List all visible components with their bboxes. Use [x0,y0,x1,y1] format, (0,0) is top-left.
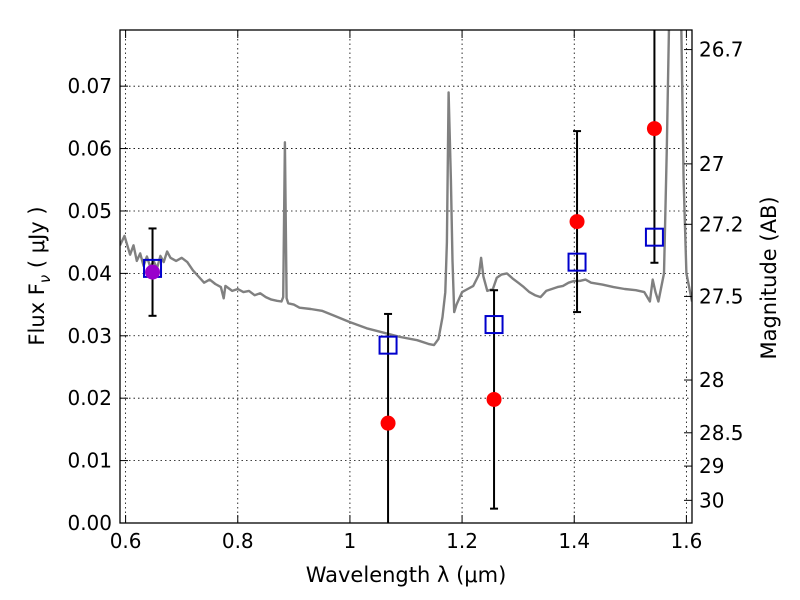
y-tick-label: 0.02 [67,386,112,410]
y-axis-label-main: Flux F [25,283,49,345]
x-ticks: 0.6 0.8 1 1.2 1.4 1.6 [110,30,702,553]
observed-point [145,264,161,280]
y-tick-label: 0.01 [67,449,112,473]
y-tick-label: 0.03 [67,324,112,348]
observed-point [486,391,502,407]
y-tick-label: 0.00 [67,511,112,535]
observed-points-layer [145,121,662,431]
x-tick-label: 0.8 [222,529,254,553]
y2-ticks: 26.7 27 27.2 27.5 28 28.5 29 30 [684,38,744,512]
y-tick-label: 0.05 [67,199,112,223]
x-tick-label: 0.6 [110,529,142,553]
y2-tick-label: 29 [699,454,724,478]
observed-point [569,214,585,230]
model-point-square [644,227,664,247]
y2-axis-label: Magnitude (AB) [757,196,781,359]
x-axis-label: Wavelength λ (μm) [306,563,507,587]
y-axis-label-subscript: ν [36,275,54,283]
y2-tick-label: 27 [699,152,724,176]
observed-point [380,415,396,431]
y-tick-label: 0.07 [67,74,112,98]
template-spectrum-line [120,30,692,347]
y-axis-label-unit: ( μJy ) [25,206,49,274]
model-point-square [378,335,398,355]
x-tick-label: 1.6 [670,529,702,553]
model-point-square [567,252,587,272]
x-tick-label: 1.4 [558,529,590,553]
y2-tick-label: 28 [699,368,724,392]
y-tick-label: 0.04 [67,261,112,285]
y-axis-label: Flux Fν ( μJy ) [25,206,54,345]
y2-tick-label: 27.2 [699,212,744,236]
grid-lines [120,30,692,524]
x-tick-label: 1 [344,529,357,553]
plot-frame [119,29,693,524]
model-point-square [484,315,504,335]
observed-point [646,121,662,137]
y-ticks: 0.00 0.01 0.02 0.03 0.04 0.05 0.06 0.07 [67,74,128,535]
y-tick-label: 0.06 [67,137,112,161]
y2-tick-label: 30 [699,488,724,512]
y2-tick-label: 27.5 [699,284,744,308]
y2-tick-label: 28.5 [699,421,744,445]
plot-area [120,30,692,523]
template-spectrum-layer [120,30,692,347]
y2-tick-label: 26.7 [699,38,744,62]
x-tick-label: 1.2 [446,529,478,553]
